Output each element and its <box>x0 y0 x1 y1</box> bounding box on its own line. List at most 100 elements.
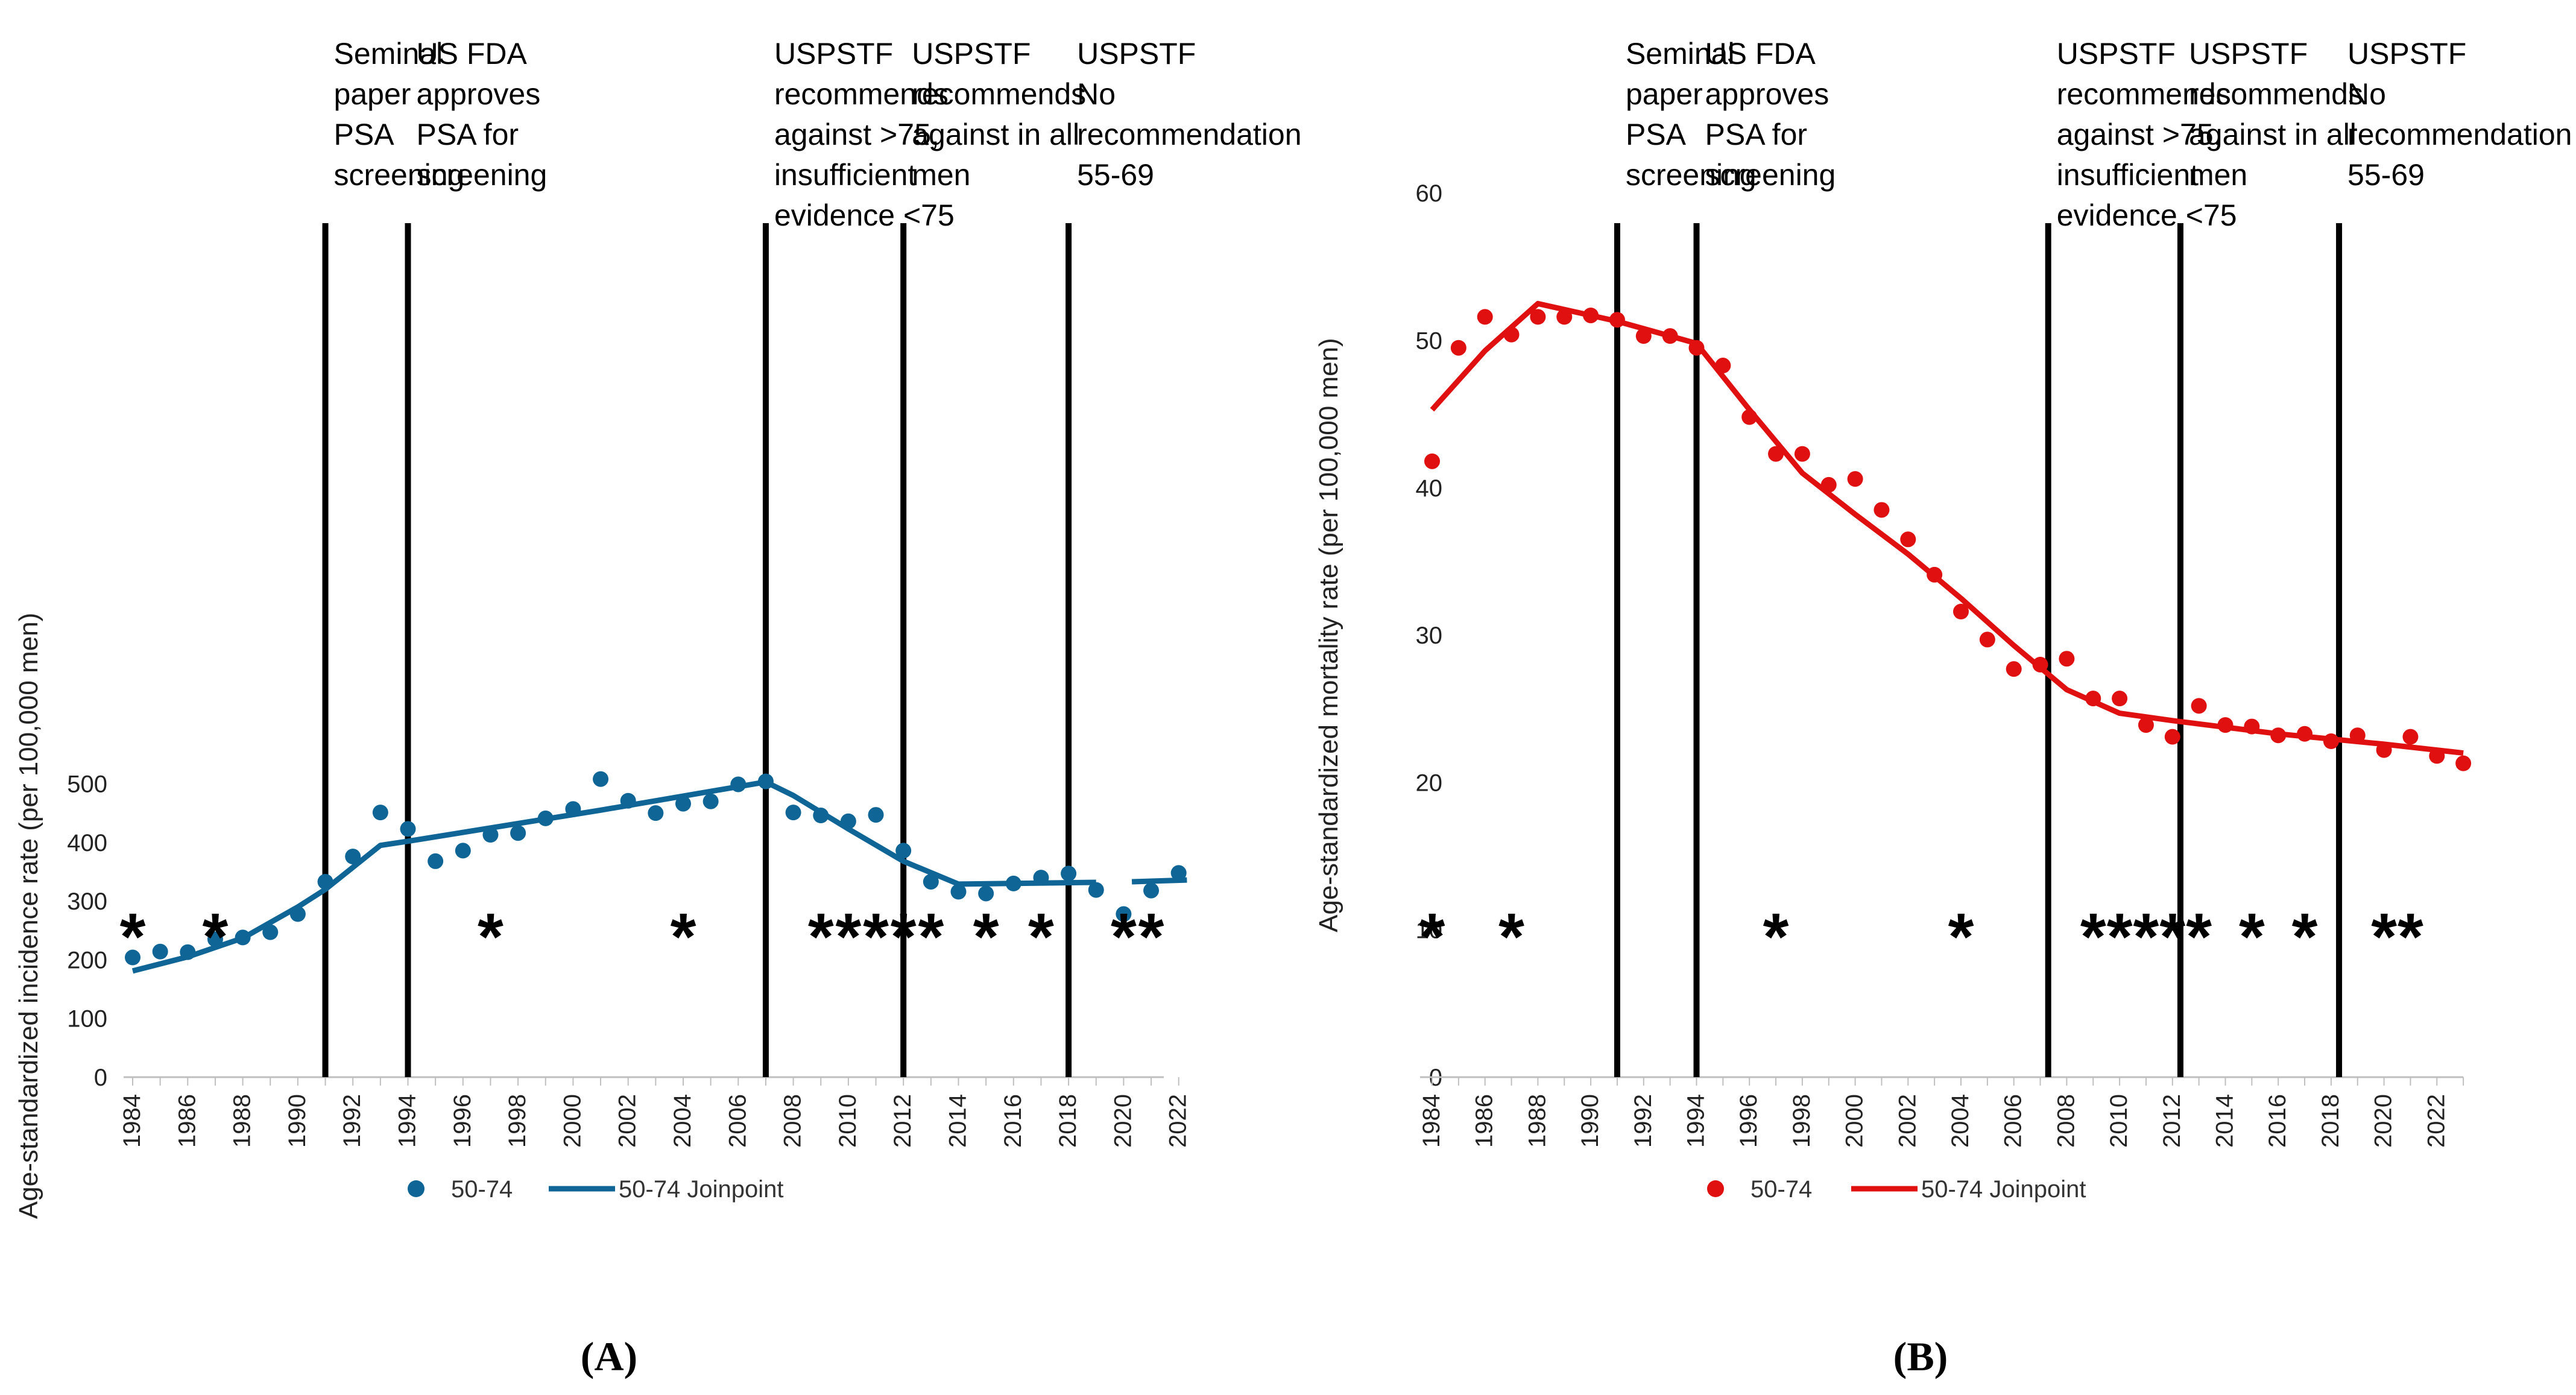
chart-panel-B: Age-standardized mortality rate (per 100… <box>1314 37 2572 1379</box>
x-tick-label: 2004 <box>1947 1094 1974 1148</box>
y-axis-title: Age-standardized mortality rate (per 100… <box>1314 338 1343 932</box>
x-tick-label: 2000 <box>559 1094 586 1148</box>
data-point <box>2164 729 2180 745</box>
data-point <box>2006 661 2022 677</box>
data-point <box>317 873 333 890</box>
legend-label: 50-74 Joinpoint <box>1921 1176 2086 1203</box>
data-point <box>702 793 719 809</box>
data-point <box>1556 309 1573 325</box>
event-label-line: screening <box>334 158 465 192</box>
x-tick-label: 2004 <box>669 1094 696 1148</box>
data-point <box>1530 309 1546 325</box>
data-point <box>1715 358 1731 374</box>
data-point <box>2138 717 2154 733</box>
significance-asterisk: * <box>1948 900 1974 974</box>
significance-asterisk: * <box>2107 900 2133 974</box>
event-label: USPSTF recommends against in all men <box>912 37 1086 192</box>
event-label: Seminal paper PSA screening <box>1626 37 1757 192</box>
significance-asterisk: * <box>918 900 944 974</box>
y-tick-label: 400 <box>67 830 107 856</box>
data-point <box>2429 748 2445 764</box>
significance-asterisk: * <box>2292 900 2318 974</box>
data-point <box>372 805 388 821</box>
data-point <box>1583 307 1599 323</box>
significance-asterisk: * <box>1028 900 1054 974</box>
significance-asterisk: * <box>2133 900 2159 974</box>
x-tick-label: 2008 <box>780 1094 806 1148</box>
data-point <box>2032 656 2048 672</box>
significance-asterisk: * <box>1763 900 1789 974</box>
event-label-line: recommendation <box>1077 118 1301 151</box>
event-label: USPSTF No recommendation 55-69 <box>1077 37 1301 192</box>
event-label-line: men <box>2189 158 2247 192</box>
data-point <box>2059 651 2075 667</box>
joinpoint-line <box>131 779 1096 974</box>
panel-label: (A) <box>581 1333 637 1379</box>
chart-panel-A: Age-standardized incidence rate (per 100… <box>14 37 1302 1379</box>
y-tick-label: 300 <box>67 888 107 915</box>
x-tick-label: 2018 <box>2317 1094 2344 1148</box>
x-tick-label: 2012 <box>889 1094 916 1148</box>
significance-asterisk: * <box>863 900 889 974</box>
data-point <box>2349 727 2366 744</box>
event-label-line: against in all <box>2189 118 2357 151</box>
significance-asterisk: * <box>1419 900 1445 974</box>
event-label-line: men <box>912 158 970 192</box>
x-tick-label: 2022 <box>2423 1094 2449 1148</box>
event-label: USPSTF recommends against >75, insufficient… <box>2057 37 2237 232</box>
x-tick-label: 2010 <box>2106 1094 2132 1148</box>
event-label-line: against in all <box>912 118 1079 151</box>
data-point <box>785 805 801 821</box>
x-tick-label: 1992 <box>339 1094 365 1148</box>
x-tick-label: 1984 <box>1418 1094 1445 1148</box>
data-point <box>2244 718 2260 735</box>
event-label-line: against >75, <box>774 118 939 151</box>
panel-label: (B) <box>1893 1333 1948 1379</box>
panel-letter: B <box>1907 1333 1934 1379</box>
event-label-line: screening <box>1626 158 1757 192</box>
data-point <box>2402 729 2419 745</box>
x-tick-label: 2018 <box>1055 1094 1081 1148</box>
data-point <box>1116 906 1132 922</box>
significance-asterisk: * <box>671 900 696 974</box>
legend-label: 50-74 <box>1750 1176 1812 1203</box>
significance-asterisk: * <box>478 900 504 974</box>
data-point <box>537 810 554 826</box>
event-label-line: recommends <box>774 77 949 111</box>
x-tick-label: 2008 <box>2053 1094 2079 1148</box>
data-point <box>840 813 856 829</box>
data-point <box>1061 865 1077 882</box>
x-tick-label: 2014 <box>2212 1094 2238 1148</box>
y-tick-label: 60 <box>1416 180 1443 207</box>
significance-asterisk: * <box>2398 900 2423 974</box>
data-point <box>1820 476 1837 493</box>
significance-asterisk: * <box>891 900 917 974</box>
event-label-line: Seminal <box>1626 37 1735 71</box>
event-label-line: USPSTF <box>1077 37 1196 71</box>
data-point <box>2323 733 2339 749</box>
data-point <box>1847 471 1863 487</box>
significance-asterisk: * <box>2186 900 2212 974</box>
significance-asterisk: * <box>1111 900 1137 974</box>
x-tick-label: 1994 <box>394 1094 421 1148</box>
data-point <box>593 771 609 787</box>
significance-asterisk: * <box>808 900 834 974</box>
data-point <box>1768 446 1784 462</box>
event-label-line: No <box>1077 77 1116 111</box>
data-point <box>455 843 471 859</box>
data-point <box>1609 312 1625 328</box>
event-label: Seminal paper PSA screening <box>334 37 465 192</box>
data-point <box>180 944 196 960</box>
x-tick-label: 1998 <box>504 1094 531 1148</box>
event-label: USPSTF No recommendation 55-69 <box>2347 37 2572 192</box>
data-point <box>1424 453 1440 469</box>
data-point <box>1635 328 1652 344</box>
y-tick-label: 500 <box>67 771 107 798</box>
event-label-line: evidence <75 <box>2057 198 2237 232</box>
event-label-line: recommends <box>2057 77 2231 111</box>
data-point <box>400 821 416 837</box>
data-point <box>289 906 306 922</box>
event-label-line: PSA <box>1626 118 1687 151</box>
data-point <box>1170 865 1187 881</box>
y-axis-title: Age-standardized incidence rate (per 100… <box>14 613 43 1219</box>
